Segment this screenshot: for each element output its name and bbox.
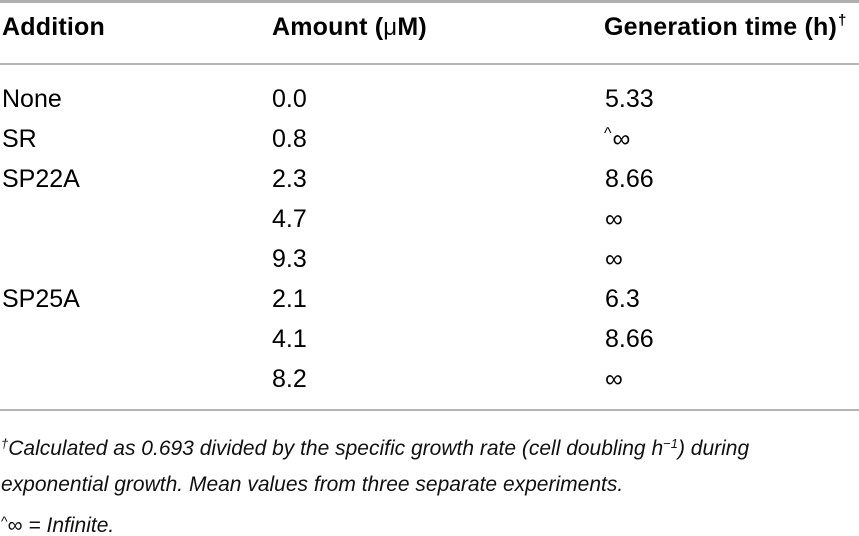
cell-amount: 0.8 [272,124,307,153]
table-row: None 0.0 5.33 [0,79,859,119]
column-header-amount: Amount (μM) [270,13,602,42]
data-table: Addition Amount (μM) Generation time (h)… [0,0,859,411]
cell-generation-time: 6.3 [602,285,859,314]
dagger-footnote-marker: † [838,12,847,29]
cell-generation-time: 8.66 [602,165,859,194]
cell-generation-time: ^∞ [602,125,859,154]
cell-amount: 2.3 [272,164,307,193]
table-body: None 0.0 5.33 SR 0.8 ^∞ SP22A 2.3 8.66 4… [0,79,859,399]
cell-addition: SP22A [2,164,80,193]
generation-time-value: 8.66 [605,164,654,193]
cell-amount: 2.1 [272,284,307,313]
column-header-generation-time: Generation time (h)† [602,12,859,42]
generation-time-value: ∞ [605,364,623,393]
generation-time-value: ∞ [605,244,623,273]
caret-footnote-marker: ^ [604,124,612,142]
cell-addition: None [2,84,62,113]
infinity-symbol: ∞ [7,514,23,536]
cell-amount: 8.2 [272,364,307,393]
exponent-minus-one: −1 [663,436,678,451]
caret-footnote-marker: ^ [1,513,8,529]
generation-time-value: 5.33 [605,84,654,113]
generation-time-value: 8.66 [605,324,654,353]
amount-header-suffix: M) [397,12,427,41]
footnote-dagger-line2: exponential growth. Mean values from thr… [1,467,859,503]
table-row: 4.1 8.66 [0,319,859,359]
table-row: 9.3 ∞ [0,239,859,279]
mu-symbol: μ [383,13,398,41]
generation-time-value: 6.3 [605,284,640,313]
generation-time-value: ∞ [612,124,631,153]
cell-generation-time: 8.66 [602,325,859,354]
cell-amount: 9.3 [272,244,307,273]
footnote-text: ) during [677,437,750,460]
footnote-text: exponential growth. Mean values from thr… [1,473,624,496]
table-row: 8.2 ∞ [0,359,859,399]
table-row: 4.7 ∞ [0,199,859,239]
cell-generation-time: ∞ [602,365,859,394]
cell-amount: 0.0 [272,84,307,113]
amount-header-prefix: Amount ( [272,12,384,41]
cell-generation-time: 5.33 [602,85,859,114]
generation-header-label: Generation time (h) [604,13,837,41]
cell-generation-time: ∞ [602,205,859,234]
generation-time-value: ∞ [605,204,623,233]
footnote-infinity-line: ^∞ = Infinite. [1,503,859,536]
column-header-addition: Addition [2,12,105,41]
dagger-footnote-marker: † [1,436,9,451]
footnote-dagger-line1: †Calculated as 0.693 divided by the spec… [1,426,859,467]
footnote-text: = Infinite. [22,514,115,536]
table-row: SP22A 2.3 8.66 [0,159,859,199]
table-header-row: Addition Amount (μM) Generation time (h)… [0,3,859,65]
cell-addition: SR [2,124,37,153]
table-row: SP25A 2.1 6.3 [0,279,859,319]
cell-amount: 4.1 [272,324,307,353]
table-row: SR 0.8 ^∞ [0,119,859,159]
cell-amount: 4.7 [272,204,307,233]
table-footnotes: †Calculated as 0.693 divided by the spec… [0,426,859,536]
footnote-text: Calculated as 0.693 divided by the speci… [8,437,664,460]
cell-generation-time: ∞ [602,245,859,274]
cell-addition: SP25A [2,284,80,313]
